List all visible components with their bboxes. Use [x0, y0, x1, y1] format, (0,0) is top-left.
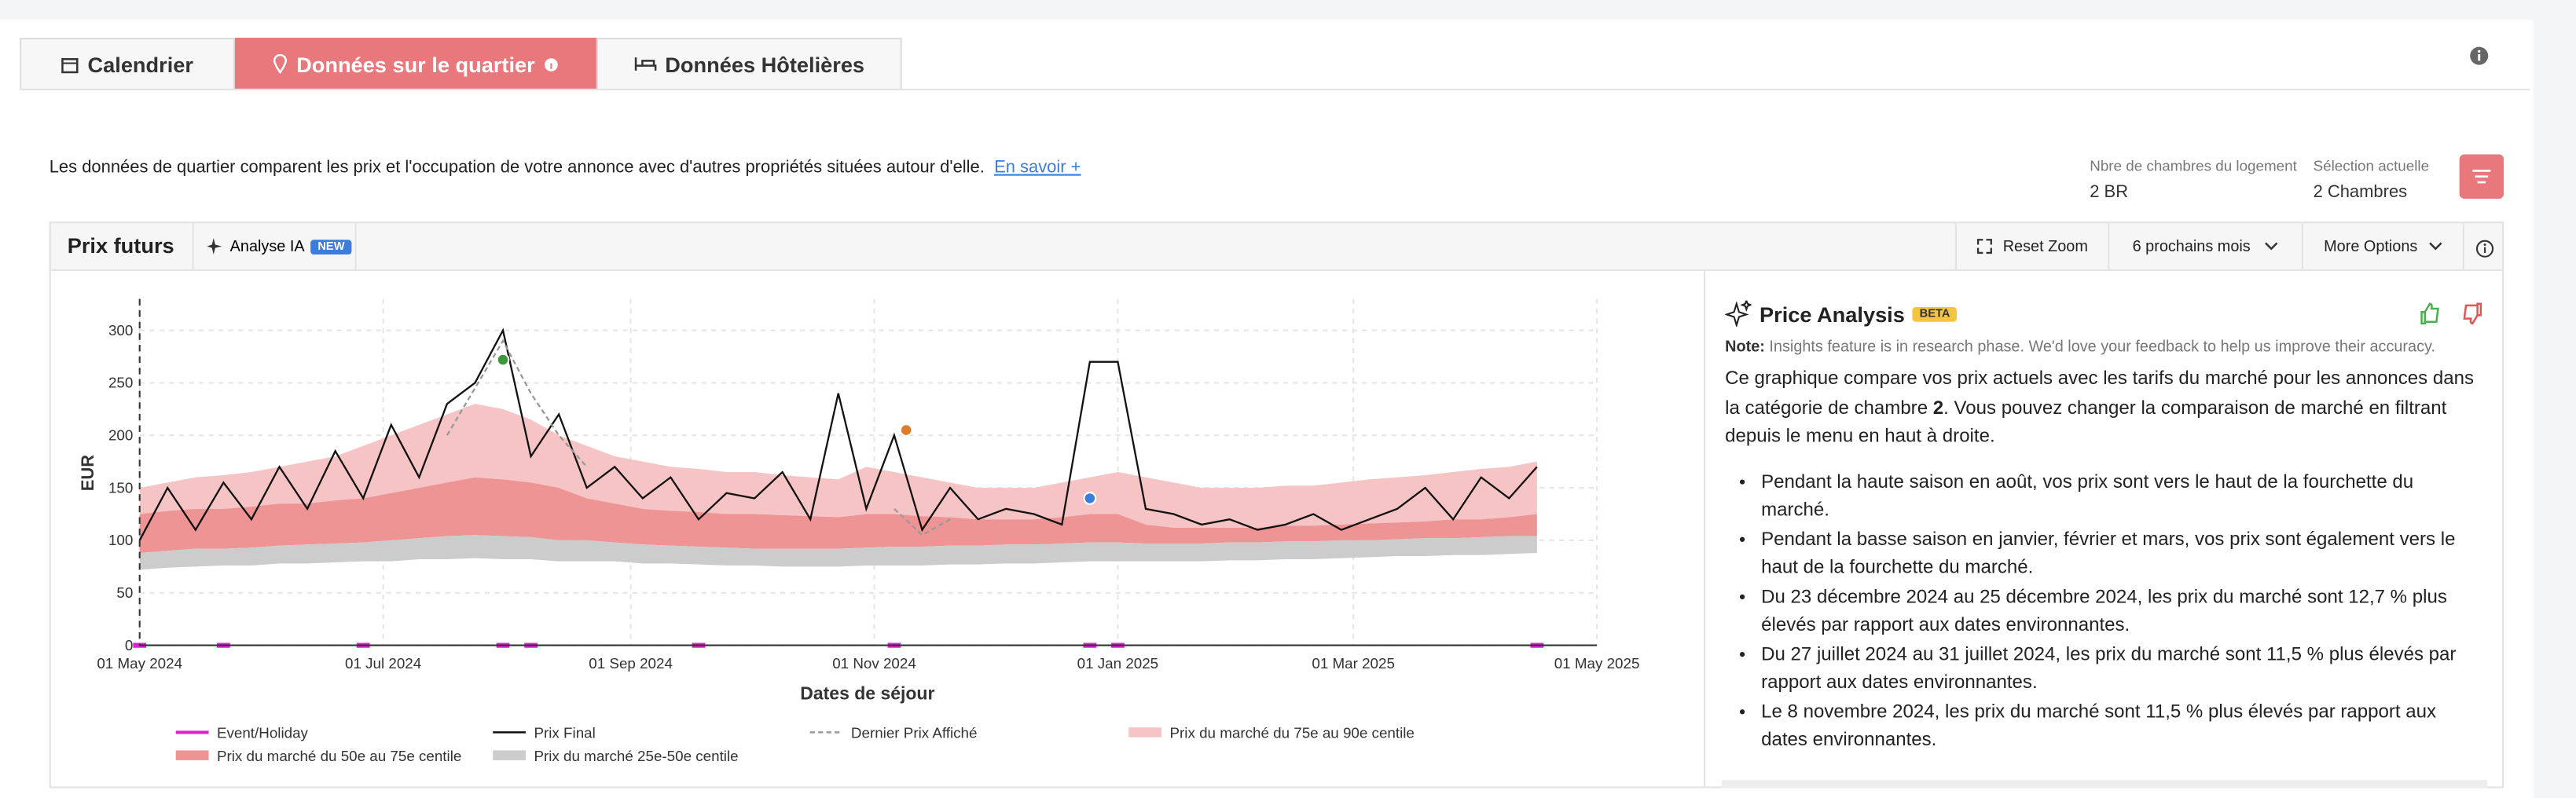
analysis-intro: Ce graphique compare vos prix actuels av… [1725, 366, 2484, 452]
button-label: 6 prochains mois [2132, 237, 2251, 256]
analysis-header: Price Analysis BETA [1725, 300, 2484, 328]
selector-label: Sélection actuelle [2313, 157, 2430, 174]
sparkle-icon [1725, 300, 1752, 328]
intro-part: . Vous pouvez changer la comparaison de … [1725, 397, 2447, 447]
selector-value[interactable]: 2 Chambres [2313, 182, 2408, 203]
button-label: More Options [2324, 237, 2418, 256]
selector-label: Nbre de chambres du logement [2090, 157, 2297, 174]
zoom-icon [1977, 239, 1993, 254]
filter-button[interactable] [2459, 154, 2504, 199]
analysis-panel: Price Analysis BETA Note: Insights featur… [1703, 270, 2504, 789]
chart-header [49, 221, 2504, 271]
ai-button[interactable]: Analyse IA NEW [192, 223, 357, 269]
analysis-title: Price Analysis [1760, 301, 1905, 326]
new-badge: NEW [311, 239, 351, 254]
selector-value[interactable]: 2 BR [2090, 182, 2129, 203]
chevron [2265, 242, 2278, 251]
ai-label: Analyse IA [229, 237, 305, 256]
feedback-icons[interactable] [2418, 302, 2484, 325]
intro: Les données de quartier comparent les pr… [50, 158, 1081, 178]
button-label: Reset Zoom [2002, 237, 2088, 256]
reset-zoom-button[interactable]: Reset Zoom [1954, 223, 2108, 269]
tab-label: Données sur le quartier [296, 51, 535, 77]
tab-label: Calendrier [87, 51, 193, 77]
bullet: Du 23 décembre 2024 au 25 décembre 2024,… [1761, 584, 2484, 641]
chevron [2428, 242, 2442, 251]
bullet: Pendant la haute saison en août, vos pri… [1761, 469, 2484, 526]
period-select[interactable]: 6 prochains mois [2108, 223, 2302, 269]
calendar-icon [61, 57, 79, 73]
note-label: Note: [1725, 338, 1765, 357]
beta-badge: BETA [1913, 306, 1957, 321]
bullet: Le 8 novembre 2024, les prix du marché s… [1761, 699, 2484, 756]
tab-hotel[interactable]: Données Hôtelières [596, 38, 902, 89]
tab-divider [20, 88, 2530, 90]
pin-icon [273, 53, 288, 75]
sparkle-icon [207, 238, 222, 255]
bullet: Du 27 juillet 2024 au 31 juillet 2024, l… [1761, 641, 2484, 698]
chart-title: Prix futurs [67, 232, 174, 258]
filter-icon [2472, 170, 2491, 184]
info-icon[interactable] [2475, 240, 2494, 258]
intro-part: Ce graphique compare vos prix actuels av… [1725, 369, 2474, 419]
bed-icon [634, 57, 657, 71]
analysis-bullets: Pendant la haute saison en août, vos pri… [1725, 469, 2484, 756]
info-icon[interactable] [2469, 46, 2489, 66]
tab-neighborhood[interactable]: Données sur le quartier [234, 38, 596, 89]
tab-label: Données Hôtelières [665, 51, 865, 77]
learn-more-link[interactable]: En savoir + [994, 157, 1081, 178]
panel-footer [1721, 780, 2488, 789]
note: Note: Insights feature is in research ph… [1725, 339, 2484, 357]
intro-bold: 2 [1932, 397, 1944, 419]
more-options[interactable]: More Options [2301, 223, 2464, 269]
info-icon [544, 57, 557, 71]
note-text: Insights feature is in research phase. W… [1769, 338, 2435, 357]
bullet: Pendant la basse saison en janvier, févr… [1761, 526, 2484, 584]
intro-text: Les données de quartier comparent les pr… [49, 157, 985, 178]
tab-calendar[interactable]: Calendrier [20, 38, 235, 89]
